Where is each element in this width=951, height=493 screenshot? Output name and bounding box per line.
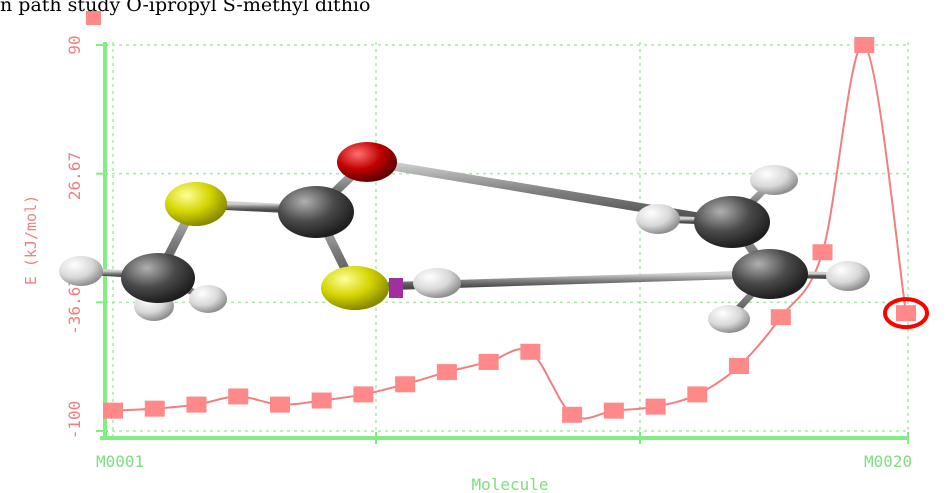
- series-line: [112, 43, 907, 420]
- data-point-8[interactable]: [395, 376, 416, 393]
- data-point-10[interactable]: [478, 353, 499, 370]
- data-point-17[interactable]: [770, 309, 791, 326]
- y-tick-label-26: 26.67: [65, 152, 84, 200]
- molecule-3d-icon: [59, 142, 870, 333]
- data-point-4[interactable]: [228, 388, 249, 405]
- series-group: [103, 37, 929, 423]
- y-tick-label-m36: -36.67: [65, 277, 84, 335]
- x-axis-label: Molecule: [471, 475, 548, 493]
- data-point-9[interactable]: [436, 364, 457, 381]
- y-axis-label: E (kJ/mol): [22, 195, 40, 285]
- selected-point-ring: [883, 297, 929, 330]
- data-point-12[interactable]: [562, 406, 583, 423]
- data-point-6[interactable]: [311, 392, 332, 409]
- data-point-18[interactable]: [812, 244, 833, 261]
- data-point-7[interactable]: [353, 386, 374, 403]
- legend-marker: [86, 11, 101, 25]
- data-point-20[interactable]: [896, 305, 916, 322]
- y-tick-label-m100: -100: [65, 401, 84, 440]
- data-point-1[interactable]: [103, 402, 123, 419]
- data-point-2[interactable]: [144, 400, 165, 417]
- grid-lines: [105, 42, 909, 438]
- data-point-16[interactable]: [729, 357, 750, 374]
- y-tick-label-90: 90: [65, 35, 84, 54]
- y-tick-marks: [96, 44, 108, 432]
- data-point-14[interactable]: [645, 398, 666, 415]
- x-tick-label-last: M0020: [864, 452, 912, 471]
- chart-title: n path study O-ipropyl S-methyl dithio: [0, 0, 371, 16]
- data-point-15[interactable]: [687, 386, 708, 403]
- data-point-19[interactable]: [854, 37, 875, 53]
- data-point-5[interactable]: [269, 396, 290, 413]
- data-point-13[interactable]: [603, 402, 624, 419]
- data-point-11[interactable]: [520, 343, 541, 360]
- x-tick-label-first: M0001: [96, 452, 144, 471]
- data-point-3[interactable]: [186, 396, 207, 413]
